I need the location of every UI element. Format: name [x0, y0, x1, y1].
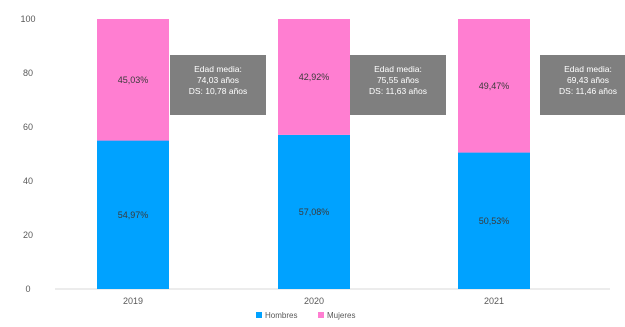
- y-tick-label: 20: [23, 230, 33, 240]
- bar-data-label: 45,03%: [118, 75, 149, 85]
- legend-entry: Hombres: [265, 311, 297, 320]
- annotation-line: Edad media:: [194, 64, 242, 74]
- annotation-box: [350, 55, 446, 115]
- bar-segment-hombres: [278, 134, 350, 289]
- y-tick-label: 80: [23, 68, 33, 78]
- annotation-line: 75,55 años: [377, 75, 419, 85]
- annotation-box: [540, 55, 625, 115]
- bar-data-label: 50,53%: [479, 216, 510, 226]
- bars: 54,97% 45,03% 57,08% 42,92% 50,53% 49,47%: [97, 19, 530, 289]
- legend-swatch: [318, 312, 324, 318]
- x-tick-label: 2019: [123, 296, 143, 306]
- bar-data-label: 57,08%: [299, 207, 330, 217]
- bar-data-label: 42,92%: [299, 72, 330, 82]
- annotation-line: DS: 11,46 años: [559, 86, 617, 96]
- bar-segment-hombres: [97, 140, 169, 289]
- y-axis: 0 20 40 60 80 100: [20, 14, 35, 294]
- bar-segment-mujeres: [458, 19, 530, 153]
- bar-data-label: 54,97%: [118, 210, 149, 220]
- y-tick-label: 100: [20, 14, 35, 24]
- annotation-line: 74,03 años: [197, 75, 239, 85]
- annotation-line: Edad media:: [564, 64, 612, 74]
- bar-data-label: 49,47%: [479, 81, 510, 91]
- legend-entry: Mujeres: [327, 311, 355, 320]
- annotation-line: 69,43 años: [567, 75, 609, 85]
- x-tick-label: 2020: [304, 296, 324, 306]
- annotation-box: [170, 55, 266, 115]
- annotation-line: DS: 10,78 años: [189, 86, 248, 96]
- bar-segment-hombres: [458, 152, 530, 289]
- annotation-line: DS: 11,63 años: [369, 86, 427, 96]
- y-tick-label: 0: [25, 284, 30, 294]
- bar-segment-mujeres: [97, 19, 169, 141]
- legend: Hombres Mujeres: [256, 311, 355, 320]
- x-axis: 2019 2020 2021: [123, 296, 504, 306]
- y-tick-label: 40: [23, 176, 33, 186]
- x-tick-label: 2021: [484, 296, 504, 306]
- legend-swatch: [256, 312, 262, 318]
- bar-segment-mujeres: [278, 19, 350, 135]
- annotation-line: Edad media:: [374, 64, 422, 74]
- y-tick-label: 60: [23, 122, 33, 132]
